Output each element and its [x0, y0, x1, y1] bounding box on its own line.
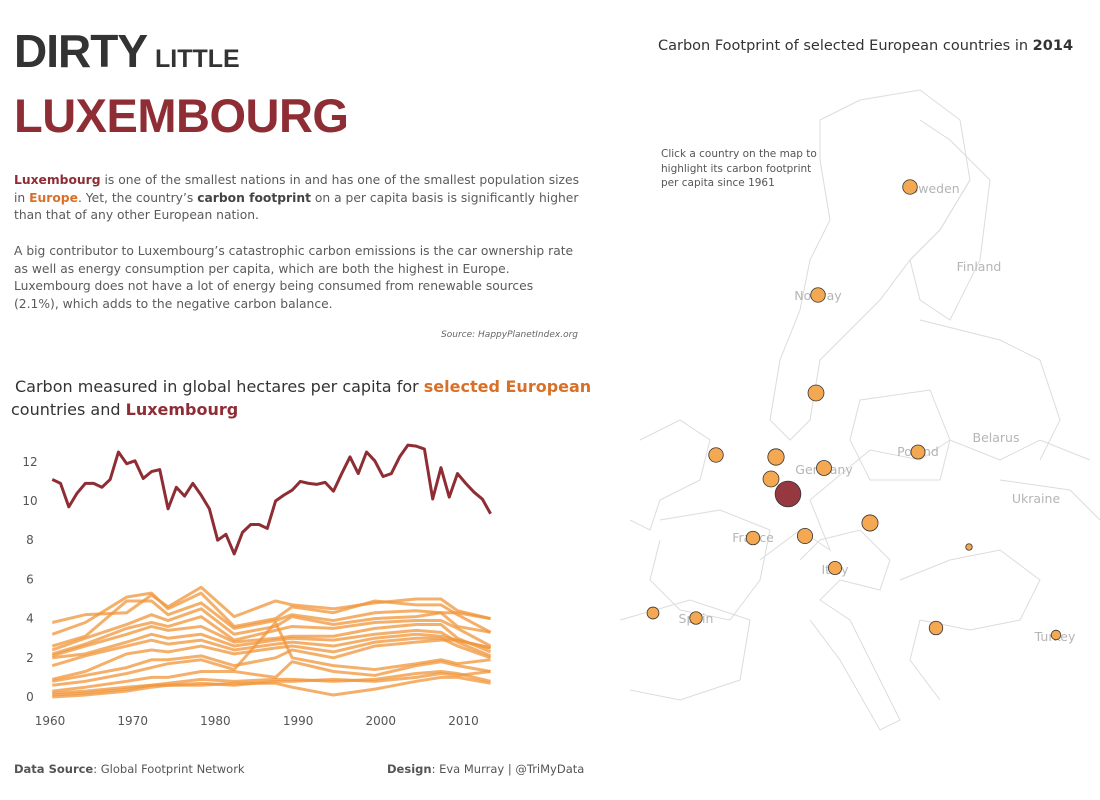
carbon-footprint-highlight: carbon footprint	[197, 190, 311, 205]
map-title: Carbon Footprint of selected European co…	[658, 38, 1073, 54]
text: Carbon Footprint of selected European co…	[658, 38, 1033, 54]
europe-country-line	[51, 615, 492, 656]
europe-country-line	[52, 621, 491, 687]
y-tick-label: 6	[26, 572, 34, 586]
text: on a per capita basis is significantly h…	[14, 190, 579, 223]
text: . Yet, the country’s	[77, 190, 198, 205]
bubble-italy[interactable]	[827, 560, 843, 576]
y-tick-label: 8	[26, 533, 34, 547]
text: : Eva Murray | @TriMyData	[431, 762, 585, 776]
europe-country-line	[51, 585, 491, 624]
europe-country-line	[52, 638, 491, 683]
bubble-romania[interactable]	[965, 543, 973, 551]
luxembourg-highlight: Luxembourg	[125, 400, 239, 419]
source-note: Source: HappyPlanetIndex.org	[441, 330, 578, 340]
x-tick-label: 1990	[283, 714, 314, 728]
bubble-denmark[interactable]	[807, 384, 825, 402]
europe-country-line	[51, 591, 492, 636]
europe-highlight: selected European	[423, 377, 592, 396]
country-label: Belarus	[973, 430, 1020, 445]
y-tick-label: 2	[26, 651, 34, 665]
map-outlines	[620, 89, 1100, 731]
text: Design	[387, 762, 432, 776]
line-chart[interactable]: 0 2 4 6 8 10 12 1960 1970 1980 1990 2000 2010	[0, 440, 600, 740]
bubble-united-kingdom[interactable]	[708, 447, 724, 463]
map-instruction: Click a country on the map to highlight …	[661, 148, 817, 189]
country-label: Ukraine	[1012, 491, 1061, 506]
europe-map[interactable]: SwedenFinlandNorwayGermanyPolandBelarusU…	[620, 60, 1100, 760]
europe-country-line	[51, 599, 491, 648]
x-tick-label: 1980	[200, 714, 231, 728]
bubble-belgium[interactable]	[762, 470, 780, 488]
bubble-netherlands[interactable]	[767, 448, 785, 466]
europe-country-line	[52, 675, 491, 697]
europe-country-line	[51, 632, 491, 668]
bubble-spain[interactable]	[689, 611, 703, 625]
x-tick-label: 1970	[117, 714, 148, 728]
europe-country-line	[51, 607, 491, 652]
bubble-luxembourg[interactable]	[774, 480, 802, 508]
bubble-switzerland[interactable]	[796, 527, 814, 545]
y-tick-label: 4	[26, 612, 34, 626]
x-tick-label: 2000	[366, 714, 397, 728]
europe-country-line	[51, 636, 492, 681]
bubble-poland[interactable]	[910, 444, 926, 460]
map-year: 2014	[1032, 38, 1074, 54]
x-tick-label: 1960	[35, 714, 66, 728]
y-tick-label: 10	[22, 494, 37, 508]
y-tick-label: 0	[26, 690, 34, 704]
data-source-credit: Data Source: Global Footprint Network	[14, 762, 245, 776]
luxembourg-line	[51, 443, 492, 556]
europe-highlight: Europe	[29, 190, 78, 205]
text: countries and	[11, 400, 126, 419]
europe-country-line	[52, 660, 491, 693]
bubble-france[interactable]	[745, 530, 761, 546]
text: : Global Footprint Network	[93, 762, 245, 776]
text: Carbon measured in global hectares per c…	[15, 377, 424, 396]
country-label: Finland	[957, 259, 1002, 274]
title-little: LITTLE	[155, 45, 240, 73]
title-dirty: DIRTY	[14, 25, 148, 77]
intro-paragraph-2: A big contributor to Luxembourg’s catast…	[14, 244, 574, 311]
bubble-austria[interactable]	[861, 514, 879, 532]
europe-country-line	[52, 628, 492, 660]
chart-title: Carbon measured in global hectares per c…	[11, 375, 595, 421]
europe-country-line	[51, 622, 492, 658]
bubble-portugal[interactable]	[646, 606, 660, 620]
bubble-germany[interactable]	[816, 460, 832, 476]
intro-paragraph-1: Luxembourg is one of the smallest nation…	[14, 172, 580, 225]
y-tick-label: 12	[22, 455, 37, 469]
bubble-turkey[interactable]	[1050, 629, 1062, 641]
country-label: Sweden	[910, 181, 959, 196]
x-tick-label: 2010	[448, 714, 479, 728]
title-luxembourg: LUXEMBOURG	[14, 89, 349, 142]
bubble-sweden[interactable]	[902, 179, 918, 195]
text: is one of the smallest nations in and ha…	[14, 173, 579, 205]
bubble-greece[interactable]	[928, 620, 944, 636]
europe-country-line	[52, 670, 491, 699]
title-line-1: DIRTY LITTLE	[14, 24, 240, 78]
text: Data Source	[14, 762, 94, 776]
luxembourg-highlight: Luxembourg	[14, 173, 101, 187]
bubble-norway[interactable]	[810, 287, 826, 303]
design-credit: Design: Eva Murray | @TriMyData	[387, 762, 584, 776]
